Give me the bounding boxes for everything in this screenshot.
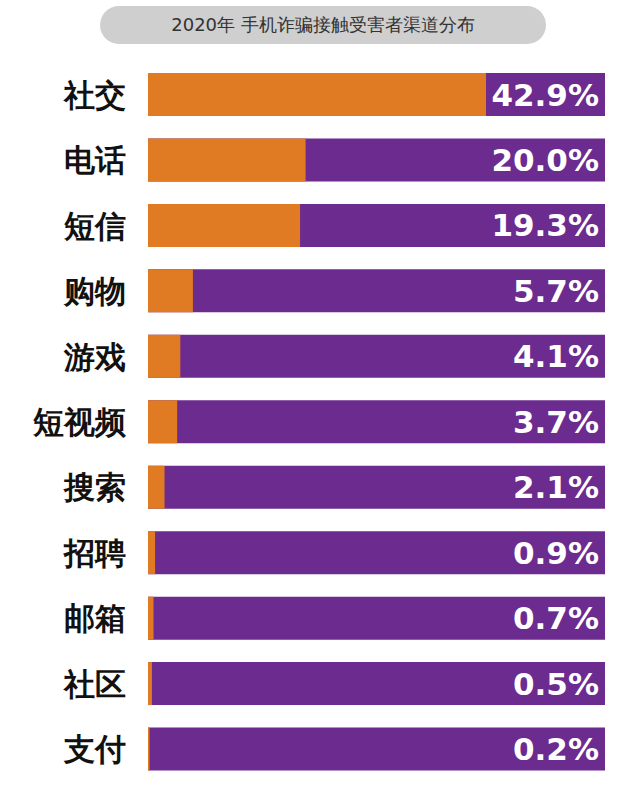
svg-text:19.3%: 19.3% xyxy=(491,207,599,243)
svg-text:购物: 购物 xyxy=(63,273,126,309)
svg-text:邮箱: 邮箱 xyxy=(64,600,126,636)
svg-text:0.2%: 0.2% xyxy=(513,731,599,767)
svg-text:社交: 社交 xyxy=(63,77,126,113)
html-text:2020年 手机诈骗接触受害者渠道分布: 2020年 手机诈骗接触受害者渠道分布 xyxy=(171,14,475,35)
svg-text:短视频: 短视频 xyxy=(32,404,126,440)
svg-text:0.9%: 0.9% xyxy=(513,535,599,571)
svg-text:电话: 电话 xyxy=(64,142,126,178)
svg-text:0.7%: 0.7% xyxy=(513,600,599,636)
svg-text:社区: 社区 xyxy=(63,666,126,702)
svg-text:短信: 短信 xyxy=(63,208,126,244)
svg-text:0.5%: 0.5% xyxy=(513,666,599,702)
svg-text:招聘: 招聘 xyxy=(63,535,126,571)
svg-text:支付: 支付 xyxy=(63,731,126,767)
svg-text:2.1%: 2.1% xyxy=(513,469,599,505)
svg-text:游戏: 游戏 xyxy=(63,339,126,375)
svg-text:5.7%: 5.7% xyxy=(513,273,599,309)
svg-text:3.7%: 3.7% xyxy=(513,404,599,440)
svg-text:20.0%: 20.0% xyxy=(491,142,599,178)
svg-text:搜索: 搜索 xyxy=(63,469,126,505)
svg-text:42.9%: 42.9% xyxy=(491,77,599,113)
svg-text:4.1%: 4.1% xyxy=(513,338,599,374)
